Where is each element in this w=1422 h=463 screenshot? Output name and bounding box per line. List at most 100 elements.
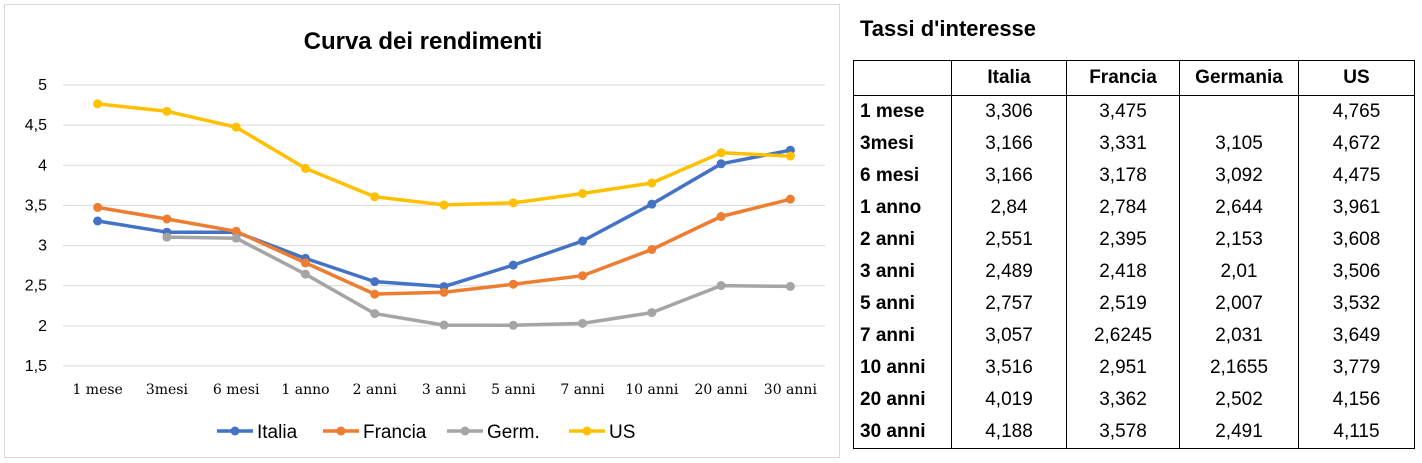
data-point <box>647 308 657 318</box>
table-row: 20 anni 4,019 3,362 2,502 4,156 <box>853 384 1415 416</box>
table-row: 3 anni 2,489 2,418 2,01 3,506 <box>853 256 1415 288</box>
data-point <box>162 232 172 242</box>
x-tick-label: 1 mese <box>72 382 122 398</box>
table-cell: 3,506 <box>1298 256 1415 288</box>
series-line <box>95 102 793 207</box>
data-point <box>300 258 310 268</box>
table-cell: 3,649 <box>1298 320 1415 352</box>
table-row: 10 anni 3,516 2,951 2,1655 3,779 <box>853 352 1415 384</box>
table-cell: 3,105 <box>1179 128 1299 160</box>
table-cell: 3,362 <box>1066 384 1180 416</box>
data-point <box>370 192 380 202</box>
table-row: 7 anni 3,057 2,6245 2,031 3,649 <box>853 320 1415 352</box>
data-point <box>716 281 726 291</box>
data-point <box>231 122 241 132</box>
data-point <box>508 320 518 330</box>
table-cell: 3,961 <box>1298 192 1415 224</box>
table-cell: 2,951 <box>1066 352 1180 384</box>
data-point <box>647 178 657 188</box>
x-tick-label: 3 anni <box>422 382 467 398</box>
data-point <box>93 202 103 212</box>
data-point <box>578 188 588 198</box>
legend-label: Italia <box>257 422 298 443</box>
data-point <box>300 163 310 173</box>
x-tick-label: 20 anni <box>695 382 749 398</box>
data-point <box>231 226 241 236</box>
table-row: 1 mese 3,306 3,475 4,765 <box>853 95 1415 128</box>
legend-label: US <box>609 422 635 443</box>
data-point <box>647 245 657 255</box>
data-point <box>578 271 588 281</box>
table-cell: 4,019 <box>951 384 1067 416</box>
table-cell: 2,01 <box>1179 256 1299 288</box>
data-point <box>370 289 380 299</box>
legend-label: Germ. <box>487 422 540 443</box>
data-point <box>162 106 172 116</box>
table-corner-cell <box>853 60 952 96</box>
data-point <box>231 233 241 243</box>
row-label: 1 mese <box>853 95 952 128</box>
series-line <box>95 148 793 289</box>
data-point <box>439 320 449 330</box>
table-cell: 2,031 <box>1179 320 1299 352</box>
row-label: 3 anni <box>853 256 952 288</box>
legend-item: Italia <box>217 422 298 443</box>
column-header: Francia <box>1066 60 1180 96</box>
table-cell: 3,331 <box>1066 128 1180 160</box>
table-cell: 3,178 <box>1066 160 1180 192</box>
table-cell: 3,608 <box>1298 224 1415 256</box>
table-cell: 4,188 <box>951 416 1067 449</box>
data-point <box>439 287 449 297</box>
legend-item: Germ. <box>447 422 540 443</box>
column-header: US <box>1298 60 1415 96</box>
y-tick-label: 4 <box>38 157 47 174</box>
data-point <box>508 198 518 208</box>
data-point <box>578 236 588 246</box>
data-point <box>508 279 518 289</box>
table-cell: 2,551 <box>951 224 1067 256</box>
table-cell: 4,765 <box>1298 95 1415 128</box>
series-line <box>165 235 793 328</box>
data-point <box>716 148 726 158</box>
chart-panel: Curva dei rendimenti 1,5 2 2,5 3 3,5 4 4,5 5 1 … <box>4 4 840 458</box>
legend-label: Francia <box>363 422 427 443</box>
legend-item: US <box>569 422 635 443</box>
row-label: 10 anni <box>853 352 952 384</box>
table-cell: 2,395 <box>1066 224 1180 256</box>
data-point <box>439 200 449 210</box>
table-cell: 2,757 <box>951 288 1067 320</box>
y-tick-label: 3 <box>38 238 47 255</box>
table-cell: 2,491 <box>1179 416 1299 449</box>
x-tick-label: 7 anni <box>560 382 605 398</box>
table-cell: 2,153 <box>1179 224 1299 256</box>
table-cell: 4,115 <box>1298 416 1415 449</box>
table-row: 30 anni 4,188 3,578 2,491 4,115 <box>853 416 1415 449</box>
x-tick-label: 1 anno <box>281 382 329 398</box>
row-label: 5 anni <box>853 288 952 320</box>
table-row: 3mesi 3,166 3,331 3,105 4,672 <box>853 128 1415 160</box>
legend-item: Francia <box>323 422 427 443</box>
table-cell: 3,166 <box>951 160 1067 192</box>
table-cell: 4,475 <box>1298 160 1415 192</box>
table-cell: 4,156 <box>1298 384 1415 416</box>
table-cell: 2,489 <box>951 256 1067 288</box>
series-line <box>95 197 793 296</box>
data-point <box>162 214 172 224</box>
row-label: 2 anni <box>853 224 952 256</box>
table-cell: 3,779 <box>1298 352 1415 384</box>
x-tick-label: 6 mesi <box>213 382 260 398</box>
table-cell: 3,578 <box>1066 416 1180 449</box>
legend-marker <box>336 426 346 436</box>
table-cell: 2,6245 <box>1066 320 1180 352</box>
x-tick-label: 2 anni <box>353 382 398 398</box>
table-row: 6 mesi 3,166 3,178 3,092 4,475 <box>853 160 1415 192</box>
data-point <box>508 260 518 270</box>
data-point <box>578 318 588 328</box>
table-row: 1 anno 2,84 2,784 2,644 3,961 <box>853 192 1415 224</box>
x-tick-label: 30 anni <box>764 382 818 398</box>
column-header: Italia <box>951 60 1067 96</box>
table-cell: 2,502 <box>1179 384 1299 416</box>
table-cell: 3,306 <box>951 95 1067 128</box>
legend-marker <box>460 426 470 436</box>
y-tick-label: 2,5 <box>25 278 47 295</box>
